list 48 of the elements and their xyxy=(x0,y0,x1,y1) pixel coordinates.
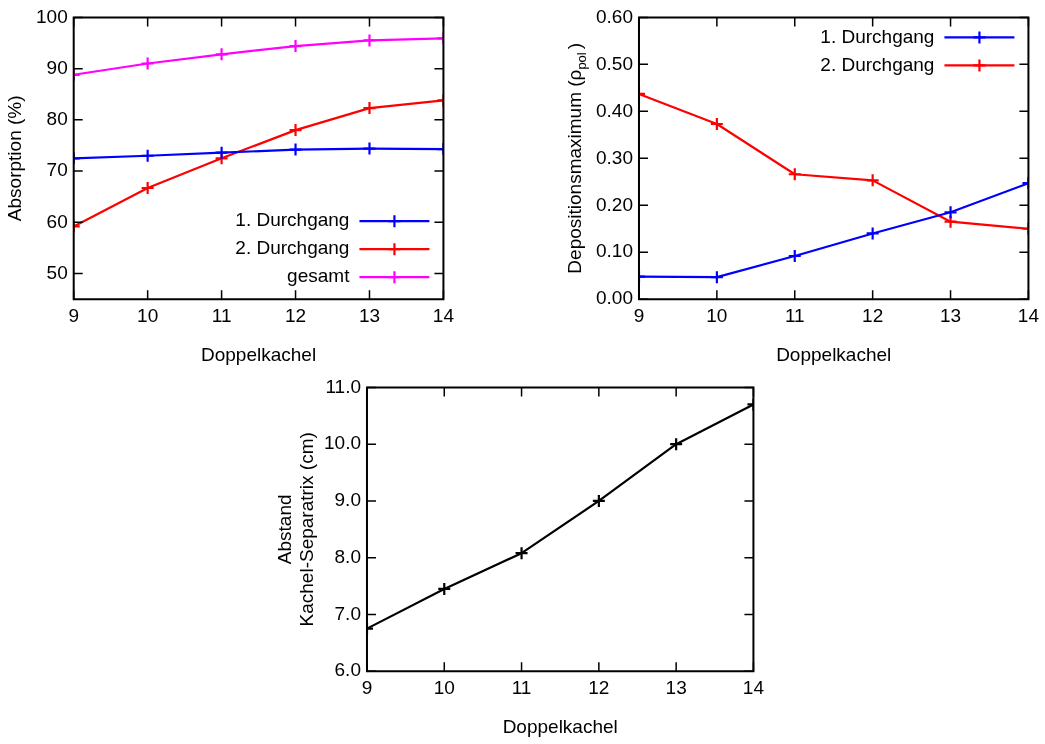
y-tick-label: 0.00 xyxy=(596,287,633,309)
x-tick-label: 10 xyxy=(706,304,728,326)
y-tick-label: 0.60 xyxy=(596,5,633,27)
y-tick-label: 0.30 xyxy=(596,146,633,168)
y-tick-label: 0.20 xyxy=(596,193,633,215)
x-tick-label: 12 xyxy=(862,304,884,326)
x-tick-label: 9 xyxy=(68,304,79,326)
y-axis-title: Depositionsmaximum (ρpol) xyxy=(564,42,589,274)
y-tick-label: 0.40 xyxy=(596,99,633,121)
y-tick-label: 10.0 xyxy=(324,432,361,454)
x-axis-title: Doppelkachel xyxy=(776,344,892,366)
x-tick-label: 9 xyxy=(361,676,373,698)
x-tick-label: 11 xyxy=(211,304,232,326)
legend-label: 1. Durchgang xyxy=(820,25,935,47)
legend-label: 2. Durchgang xyxy=(235,237,350,259)
legend-label: 1. Durchgang xyxy=(235,209,350,231)
x-tick-label: 10 xyxy=(137,304,159,326)
y-tick-label: 9.0 xyxy=(334,489,361,511)
x-tick-label: 9 xyxy=(633,304,645,326)
y-tick-label: 8.0 xyxy=(334,545,361,567)
x-tick-label: 11 xyxy=(784,304,805,326)
x-tick-label: 13 xyxy=(358,304,381,326)
legend-label: gesamt xyxy=(287,265,351,287)
x-axis-title: Doppelkachel xyxy=(502,716,618,738)
y-tick-label: 60 xyxy=(46,210,68,232)
x-tick-label: 13 xyxy=(665,676,687,698)
x-tick-label: 11 xyxy=(511,676,532,698)
x-tick-label: 14 xyxy=(432,304,455,326)
y-tick-label: 50 xyxy=(46,261,68,283)
x-tick-label: 12 xyxy=(284,304,307,326)
y-tick-label: 0.50 xyxy=(596,52,633,74)
x-tick-label: 14 xyxy=(1017,304,1040,326)
y-axis-title: Absorption (%) xyxy=(4,95,26,222)
x-tick-label: 10 xyxy=(433,676,455,698)
y-tick-label: 100 xyxy=(36,5,68,27)
legend-label: 2. Durchgang xyxy=(820,53,935,75)
y-tick-label: 11.0 xyxy=(325,375,361,397)
y-tick-label: 70 xyxy=(46,159,68,181)
y-tick-label: 7.0 xyxy=(334,602,361,624)
x-tick-label: 12 xyxy=(588,676,610,698)
y-tick-label: 80 xyxy=(46,108,68,130)
x-tick-label: 13 xyxy=(939,304,962,326)
y-tick-label: 0.10 xyxy=(596,240,633,262)
x-axis-title: Doppelkachel xyxy=(201,344,317,366)
x-tick-label: 14 xyxy=(742,676,765,698)
y-tick-label: 6.0 xyxy=(334,659,361,681)
y-tick-label: 90 xyxy=(46,56,68,78)
y-axis-title: Abstand Kachel-Separatrix (cm) xyxy=(274,432,318,627)
